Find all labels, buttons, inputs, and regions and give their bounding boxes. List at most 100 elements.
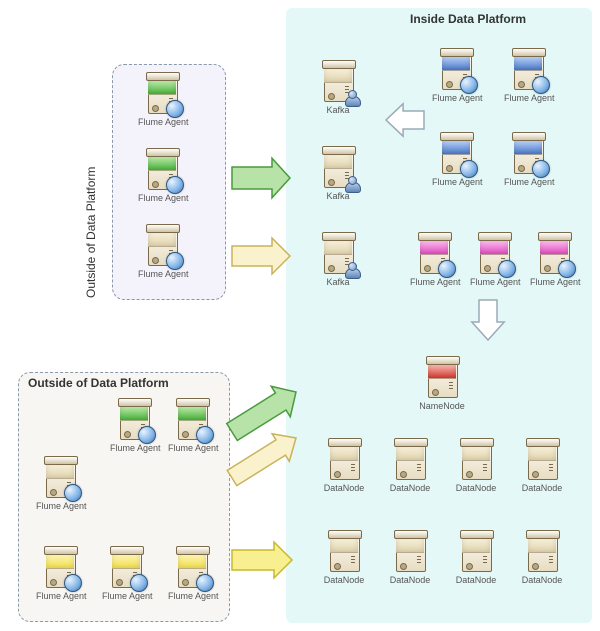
server-bl_g1: Flume Agent [110,398,158,454]
server-dn8: DataNode [518,530,566,586]
globe-icon [166,176,184,194]
server-tower-icon [476,232,512,276]
server-label: DataNode [320,484,368,494]
server-dn3: DataNode [452,438,500,494]
server-tower-icon [320,60,356,104]
server-label: NameNode [418,402,466,412]
server-kf3: Kafka [314,232,362,288]
server-tower-icon [438,48,474,92]
label-outside-bottom: Outside of Data Platform [28,376,169,390]
server-bl_y2: Flume Agent [102,546,150,602]
arrow-a1 [232,158,290,198]
server-fm3: Flume Agent [530,232,578,288]
globe-icon [558,260,576,278]
server-label: Flume Agent [138,118,186,128]
server-label: Flume Agent [138,194,186,204]
server-fb3: Flume Agent [432,132,480,188]
server-label: DataNode [518,576,566,586]
person-icon [344,90,360,106]
globe-icon [532,76,550,94]
server-tl3: Flume Agent [138,224,186,280]
server-fm1: Flume Agent [410,232,458,288]
server-tower-icon [42,456,78,500]
server-bl_g2: Flume Agent [168,398,216,454]
server-tower-icon [320,232,356,276]
server-fb2: Flume Agent [504,48,552,104]
label-outside-vertical: Outside of Data Platform [84,98,98,298]
server-tower-icon [524,438,560,482]
globe-icon [166,100,184,118]
server-bl_c1: Flume Agent [36,456,84,512]
server-label: Flume Agent [504,94,552,104]
person-icon [344,176,360,192]
server-tower-icon [458,530,494,574]
server-dn4: DataNode [518,438,566,494]
globe-icon [498,260,516,278]
server-tower-icon [144,148,180,192]
server-tower-icon [326,438,362,482]
server-tl2: Flume Agent [138,148,186,204]
globe-icon [130,574,148,592]
server-label: Flume Agent [168,444,216,454]
server-nn: NameNode [418,356,466,412]
server-tower-icon [144,224,180,268]
server-label: DataNode [386,484,434,494]
server-tower-icon [510,132,546,176]
server-tower-icon [424,356,460,400]
server-tower-icon [116,398,152,442]
arrow-a2 [232,238,290,274]
server-tower-icon [42,546,78,590]
globe-icon [64,484,82,502]
globe-icon [532,160,550,178]
server-dn5: DataNode [320,530,368,586]
server-label: Flume Agent [36,502,84,512]
server-label: DataNode [452,576,500,586]
server-tower-icon [510,48,546,92]
server-tower-icon [438,132,474,176]
server-tl1: Flume Agent [138,72,186,128]
server-label: DataNode [320,576,368,586]
server-label: Flume Agent [110,444,158,454]
server-fm2: Flume Agent [470,232,518,288]
server-tower-icon [536,232,572,276]
server-bl_y1: Flume Agent [36,546,84,602]
server-label: Flume Agent [432,178,480,188]
server-label: Flume Agent [504,178,552,188]
label-inside-platform: Inside Data Platform [410,12,526,26]
server-label: Flume Agent [102,592,150,602]
server-label: Flume Agent [470,278,518,288]
server-label: Flume Agent [410,278,458,288]
server-label: Kafka [314,278,362,288]
arrow-a6 [232,542,292,578]
diagram-canvas: Outside of Data Platform Outside of Data… [0,0,600,631]
globe-icon [166,252,184,270]
server-fb4: Flume Agent [504,132,552,188]
server-label: DataNode [518,484,566,494]
server-tower-icon [320,146,356,190]
server-tower-icon [524,530,560,574]
server-label: Flume Agent [138,270,186,280]
server-tower-icon [174,546,210,590]
server-dn6: DataNode [386,530,434,586]
globe-icon [196,426,214,444]
globe-icon [138,426,156,444]
server-bl_y3: Flume Agent [168,546,216,602]
globe-icon [438,260,456,278]
server-label: Flume Agent [530,278,578,288]
globe-icon [460,160,478,178]
server-tower-icon [392,530,428,574]
server-dn2: DataNode [386,438,434,494]
server-label: Flume Agent [168,592,216,602]
server-label: Flume Agent [36,592,84,602]
server-tower-icon [392,438,428,482]
server-tower-icon [326,530,362,574]
server-tower-icon [144,72,180,116]
person-icon [344,262,360,278]
globe-icon [196,574,214,592]
globe-icon [64,574,82,592]
server-tower-icon [174,398,210,442]
server-tower-icon [416,232,452,276]
server-tower-icon [458,438,494,482]
server-label: Kafka [314,192,362,202]
server-label: Flume Agent [432,94,480,104]
